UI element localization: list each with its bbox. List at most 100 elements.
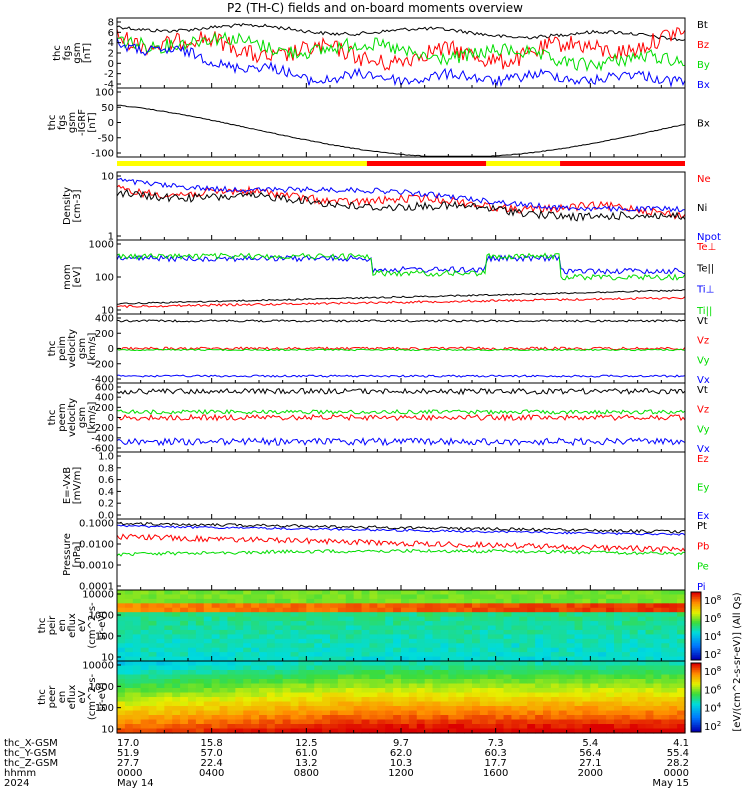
- heatmap-cell: [661, 728, 670, 734]
- heatmap-cell: [298, 674, 307, 680]
- heatmap-cell: [511, 692, 520, 698]
- heatmap-cell: [621, 688, 631, 694]
- heatmap-cell: [621, 607, 631, 613]
- heatmap-cell: [227, 697, 236, 703]
- heatmap-cell: [527, 724, 536, 730]
- heatmap-cell: [243, 638, 252, 644]
- heatmap-cell: [132, 598, 142, 604]
- heatmap-cell: [282, 724, 292, 730]
- heatmap-cell: [511, 638, 520, 644]
- heatmap-cell: [132, 638, 142, 644]
- heatmap-cell: [164, 647, 173, 653]
- panel-2-ytick-label: -50: [98, 133, 114, 144]
- heatmap-cell: [637, 598, 647, 604]
- heatmap-cell: [172, 697, 181, 703]
- heatmap-cell: [479, 598, 489, 604]
- heatmap-cell: [117, 679, 126, 685]
- heatmap-cell: [385, 706, 394, 712]
- heatmap-cell: [164, 692, 173, 698]
- heatmap-cell: [337, 665, 347, 671]
- colorbar-lower-segment: [691, 707, 701, 711]
- heatmap-cell: [519, 590, 528, 596]
- heatmap-cell: [235, 688, 244, 694]
- heatmap-cell: [511, 603, 520, 609]
- heatmap-cell: [377, 598, 386, 604]
- heatmap-cell: [266, 683, 276, 689]
- heatmap-cell: [172, 665, 181, 671]
- heatmap-cell: [629, 724, 639, 730]
- heatmap-cell: [156, 665, 165, 671]
- heatmap-cell: [377, 683, 386, 689]
- heatmap-cell: [298, 670, 307, 676]
- heatmap-cell: [124, 719, 134, 725]
- heatmap-cell: [180, 638, 189, 644]
- heatmap-cell: [487, 688, 497, 694]
- heatmap-cell: [314, 616, 323, 622]
- panel-3-ylabel-line: Density: [62, 187, 73, 225]
- heatmap-cell: [503, 625, 513, 631]
- heatmap-cell: [479, 719, 489, 725]
- heatmap-cell: [503, 643, 513, 649]
- heatmap-cell: [629, 594, 639, 600]
- panel-2-ytick-label: 100: [95, 88, 114, 99]
- heatmap-cell: [606, 647, 615, 653]
- heatmap-cell: [574, 683, 584, 689]
- heatmap-cell: [511, 670, 520, 676]
- heatmap-cell: [290, 701, 300, 707]
- heatmap-cell: [661, 679, 670, 685]
- heatmap-cell: [432, 697, 442, 703]
- panel-9-ytick-label: 1000: [89, 611, 114, 622]
- heatmap-cell: [180, 594, 189, 600]
- heatmap-cell: [614, 603, 623, 609]
- heatmap-cell: [495, 652, 505, 658]
- heatmap-cell: [582, 683, 591, 689]
- colorbar-upper-segment: [691, 632, 701, 635]
- heatmap-cell: [606, 594, 615, 600]
- heatmap-cell: [180, 612, 189, 618]
- heatmap-cell: [314, 607, 323, 613]
- heatmap-cell: [527, 665, 536, 671]
- heatmap-cell: [172, 625, 181, 631]
- heatmap-cell: [156, 701, 165, 707]
- heatmap-cell: [495, 590, 505, 596]
- heatmap-cell: [527, 603, 536, 609]
- heatmap-cell: [282, 607, 292, 613]
- heatmap-cell: [424, 728, 434, 734]
- colorbar-upper-segment: [691, 619, 701, 622]
- heatmap-cell: [188, 710, 197, 716]
- heatmap-cell: [669, 683, 678, 689]
- heatmap-cell: [527, 710, 536, 716]
- heatmap-cell: [274, 652, 284, 658]
- heatmap-cell: [472, 688, 481, 694]
- heatmap-cell: [203, 643, 213, 649]
- heatmap-cell: [527, 634, 536, 640]
- heatmap-cell: [203, 697, 213, 703]
- heatmap-cell: [503, 603, 513, 609]
- heatmap-cell: [274, 638, 284, 644]
- heatmap-cell: [211, 670, 221, 676]
- heatmap-cell: [195, 625, 205, 631]
- heatmap-cell: [424, 692, 434, 698]
- heatmap-cell: [543, 647, 552, 653]
- heatmap-cell: [511, 661, 520, 667]
- heatmap-cell: [369, 656, 378, 662]
- heatmap-cell: [432, 647, 442, 653]
- heatmap-cell: [345, 692, 355, 698]
- heatmap-cell: [621, 701, 631, 707]
- heatmap-cell: [590, 683, 599, 689]
- heatmap-cell: [535, 715, 544, 721]
- colorbar-upper-segment: [691, 637, 701, 641]
- heatmap-cell: [377, 634, 386, 640]
- heatmap-cell: [188, 629, 197, 635]
- heatmap-cell: [124, 728, 134, 734]
- heatmap-cell: [219, 634, 229, 640]
- heatmap-cell: [243, 594, 252, 600]
- heatmap-cell: [290, 594, 300, 600]
- heatmap-cell: [401, 688, 410, 694]
- heatmap-cell: [124, 621, 134, 627]
- panel-10-ylabel-line: sr-eV): [97, 682, 108, 711]
- heatmap-cell: [156, 719, 165, 725]
- heatmap-cell: [621, 652, 631, 658]
- heatmap-cell: [574, 665, 584, 671]
- heatmap-cell: [543, 621, 552, 627]
